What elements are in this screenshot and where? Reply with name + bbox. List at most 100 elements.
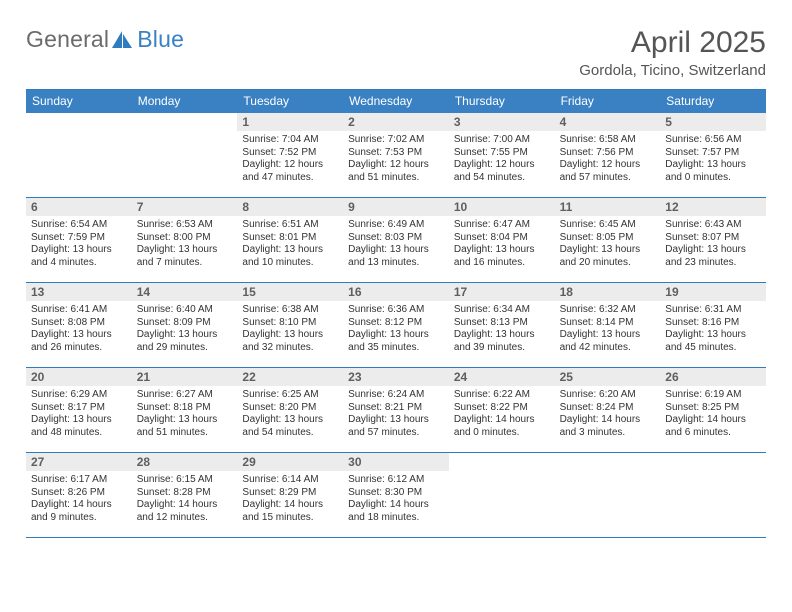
- day-number: 22: [237, 368, 343, 386]
- calendar: Sunday Monday Tuesday Wednesday Thursday…: [26, 89, 766, 538]
- sunrise-text: Sunrise: 6:19 AM: [665, 389, 761, 402]
- sunset-text: Sunset: 7:52 PM: [242, 147, 338, 160]
- daylight-text-1: Daylight: 13 hours: [31, 244, 127, 257]
- daylight-text-1: Daylight: 13 hours: [348, 244, 444, 257]
- day-body: Sunrise: 6:53 AM Sunset: 8:00 PM Dayligh…: [132, 216, 238, 273]
- sunrise-text: Sunrise: 6:49 AM: [348, 219, 444, 232]
- sunset-text: Sunset: 8:29 PM: [242, 487, 338, 500]
- day-cell: 4 Sunrise: 6:58 AM Sunset: 7:56 PM Dayli…: [555, 113, 661, 197]
- sunset-text: Sunset: 8:22 PM: [454, 402, 550, 415]
- daylight-text-2: and 10 minutes.: [242, 257, 338, 270]
- daylight-text-1: Daylight: 12 hours: [242, 159, 338, 172]
- daylight-text-1: Daylight: 12 hours: [560, 159, 656, 172]
- weekday-header: Monday: [132, 90, 238, 113]
- sunrise-text: Sunrise: 6:54 AM: [31, 219, 127, 232]
- day-number: 11: [555, 198, 661, 216]
- day-number: 29: [237, 453, 343, 471]
- sunset-text: Sunset: 8:07 PM: [665, 232, 761, 245]
- day-body: Sunrise: 6:49 AM Sunset: 8:03 PM Dayligh…: [343, 216, 449, 273]
- sunrise-text: Sunrise: 6:12 AM: [348, 474, 444, 487]
- day-number: 27: [26, 453, 132, 471]
- day-number: 25: [555, 368, 661, 386]
- day-cell: 21 Sunrise: 6:27 AM Sunset: 8:18 PM Dayl…: [132, 368, 238, 452]
- daylight-text-1: Daylight: 13 hours: [242, 244, 338, 257]
- daylight-text-2: and 48 minutes.: [31, 427, 127, 440]
- day-cell: 24 Sunrise: 6:22 AM Sunset: 8:22 PM Dayl…: [449, 368, 555, 452]
- day-number: 17: [449, 283, 555, 301]
- sunrise-text: Sunrise: 6:17 AM: [31, 474, 127, 487]
- daylight-text-1: Daylight: 12 hours: [454, 159, 550, 172]
- daylight-text-2: and 23 minutes.: [665, 257, 761, 270]
- sunrise-text: Sunrise: 6:45 AM: [560, 219, 656, 232]
- day-cell: 29 Sunrise: 6:14 AM Sunset: 8:29 PM Dayl…: [237, 453, 343, 537]
- sunrise-text: Sunrise: 6:24 AM: [348, 389, 444, 402]
- day-body: Sunrise: 6:34 AM Sunset: 8:13 PM Dayligh…: [449, 301, 555, 358]
- sail-icon: [111, 30, 133, 50]
- daylight-text-1: Daylight: 14 hours: [454, 414, 550, 427]
- day-cell: 9 Sunrise: 6:49 AM Sunset: 8:03 PM Dayli…: [343, 198, 449, 282]
- weekday-header: Wednesday: [343, 90, 449, 113]
- day-cell: 23 Sunrise: 6:24 AM Sunset: 8:21 PM Dayl…: [343, 368, 449, 452]
- brand-logo: General Blue: [26, 26, 184, 53]
- sunset-text: Sunset: 7:57 PM: [665, 147, 761, 160]
- daylight-text-2: and 12 minutes.: [137, 512, 233, 525]
- day-cell: 30 Sunrise: 6:12 AM Sunset: 8:30 PM Dayl…: [343, 453, 449, 537]
- day-body: Sunrise: 6:14 AM Sunset: 8:29 PM Dayligh…: [237, 471, 343, 528]
- day-number: 6: [26, 198, 132, 216]
- sunset-text: Sunset: 8:21 PM: [348, 402, 444, 415]
- day-number: 14: [132, 283, 238, 301]
- day-body: Sunrise: 6:36 AM Sunset: 8:12 PM Dayligh…: [343, 301, 449, 358]
- week-row: 6 Sunrise: 6:54 AM Sunset: 7:59 PM Dayli…: [26, 198, 766, 283]
- sunset-text: Sunset: 8:17 PM: [31, 402, 127, 415]
- day-number: 28: [132, 453, 238, 471]
- day-cell: 27 Sunrise: 6:17 AM Sunset: 8:26 PM Dayl…: [26, 453, 132, 537]
- daylight-text-1: Daylight: 13 hours: [31, 414, 127, 427]
- daylight-text-2: and 45 minutes.: [665, 342, 761, 355]
- sunrise-text: Sunrise: 6:58 AM: [560, 134, 656, 147]
- sunrise-text: Sunrise: 6:47 AM: [454, 219, 550, 232]
- sunrise-text: Sunrise: 6:14 AM: [242, 474, 338, 487]
- day-cell: 22 Sunrise: 6:25 AM Sunset: 8:20 PM Dayl…: [237, 368, 343, 452]
- daylight-text-1: Daylight: 13 hours: [665, 159, 761, 172]
- week-row: 13 Sunrise: 6:41 AM Sunset: 8:08 PM Dayl…: [26, 283, 766, 368]
- sunset-text: Sunset: 8:03 PM: [348, 232, 444, 245]
- day-cell: 13 Sunrise: 6:41 AM Sunset: 8:08 PM Dayl…: [26, 283, 132, 367]
- day-cell: 18 Sunrise: 6:32 AM Sunset: 8:14 PM Dayl…: [555, 283, 661, 367]
- day-body: Sunrise: 6:41 AM Sunset: 8:08 PM Dayligh…: [26, 301, 132, 358]
- sunset-text: Sunset: 8:24 PM: [560, 402, 656, 415]
- weekday-header: Sunday: [26, 90, 132, 113]
- day-cell: 3 Sunrise: 7:00 AM Sunset: 7:55 PM Dayli…: [449, 113, 555, 197]
- daylight-text-2: and 42 minutes.: [560, 342, 656, 355]
- daylight-text-2: and 29 minutes.: [137, 342, 233, 355]
- sunrise-text: Sunrise: 6:29 AM: [31, 389, 127, 402]
- day-number: 24: [449, 368, 555, 386]
- day-body: Sunrise: 6:15 AM Sunset: 8:28 PM Dayligh…: [132, 471, 238, 528]
- empty-cell: [26, 113, 132, 197]
- daylight-text-2: and 18 minutes.: [348, 512, 444, 525]
- day-cell: 8 Sunrise: 6:51 AM Sunset: 8:01 PM Dayli…: [237, 198, 343, 282]
- day-cell: 6 Sunrise: 6:54 AM Sunset: 7:59 PM Dayli…: [26, 198, 132, 282]
- daylight-text-1: Daylight: 13 hours: [242, 414, 338, 427]
- sunset-text: Sunset: 7:59 PM: [31, 232, 127, 245]
- day-number: 18: [555, 283, 661, 301]
- daylight-text-2: and 15 minutes.: [242, 512, 338, 525]
- day-cell: 12 Sunrise: 6:43 AM Sunset: 8:07 PM Dayl…: [660, 198, 766, 282]
- daylight-text-1: Daylight: 12 hours: [348, 159, 444, 172]
- daylight-text-2: and 54 minutes.: [242, 427, 338, 440]
- day-cell: 16 Sunrise: 6:36 AM Sunset: 8:12 PM Dayl…: [343, 283, 449, 367]
- day-number: 4: [555, 113, 661, 131]
- day-number: 10: [449, 198, 555, 216]
- daylight-text-2: and 39 minutes.: [454, 342, 550, 355]
- day-number: 9: [343, 198, 449, 216]
- day-body: Sunrise: 6:32 AM Sunset: 8:14 PM Dayligh…: [555, 301, 661, 358]
- sunset-text: Sunset: 8:05 PM: [560, 232, 656, 245]
- daylight-text-1: Daylight: 13 hours: [137, 244, 233, 257]
- day-body: Sunrise: 6:56 AM Sunset: 7:57 PM Dayligh…: [660, 131, 766, 188]
- sunrise-text: Sunrise: 6:51 AM: [242, 219, 338, 232]
- daylight-text-1: Daylight: 13 hours: [665, 244, 761, 257]
- month-title: April 2025: [579, 26, 766, 60]
- sunset-text: Sunset: 8:01 PM: [242, 232, 338, 245]
- sunset-text: Sunset: 8:04 PM: [454, 232, 550, 245]
- sunrise-text: Sunrise: 6:36 AM: [348, 304, 444, 317]
- sunset-text: Sunset: 8:28 PM: [137, 487, 233, 500]
